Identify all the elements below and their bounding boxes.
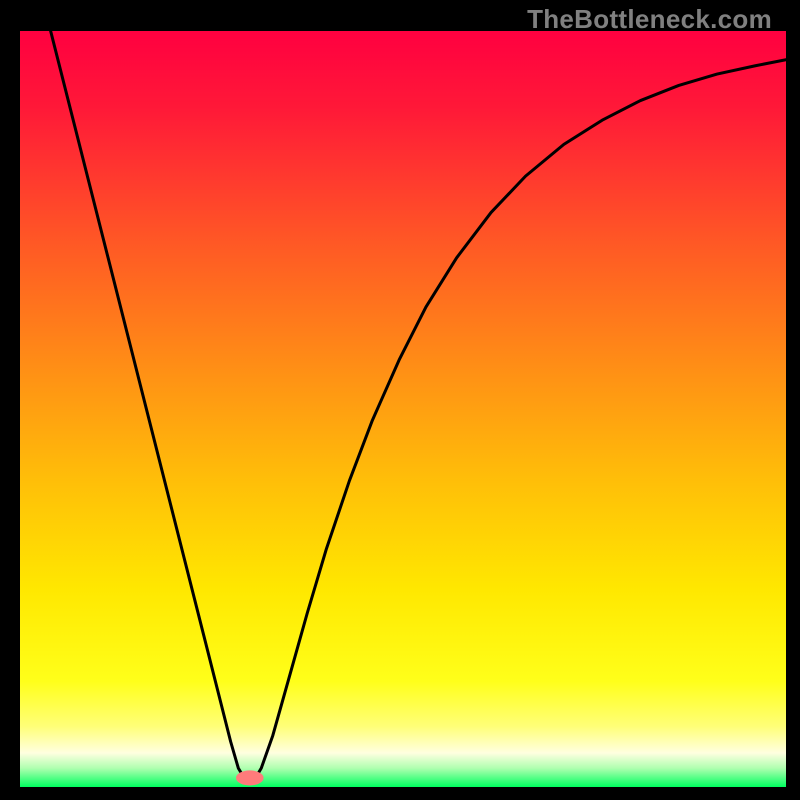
optimal-point-marker — [236, 770, 264, 785]
bottleneck-curve-chart — [0, 0, 800, 800]
chart-container: TheBottleneck.com — [0, 0, 800, 800]
plot-background — [20, 31, 786, 787]
watermark-text: TheBottleneck.com — [527, 4, 772, 35]
